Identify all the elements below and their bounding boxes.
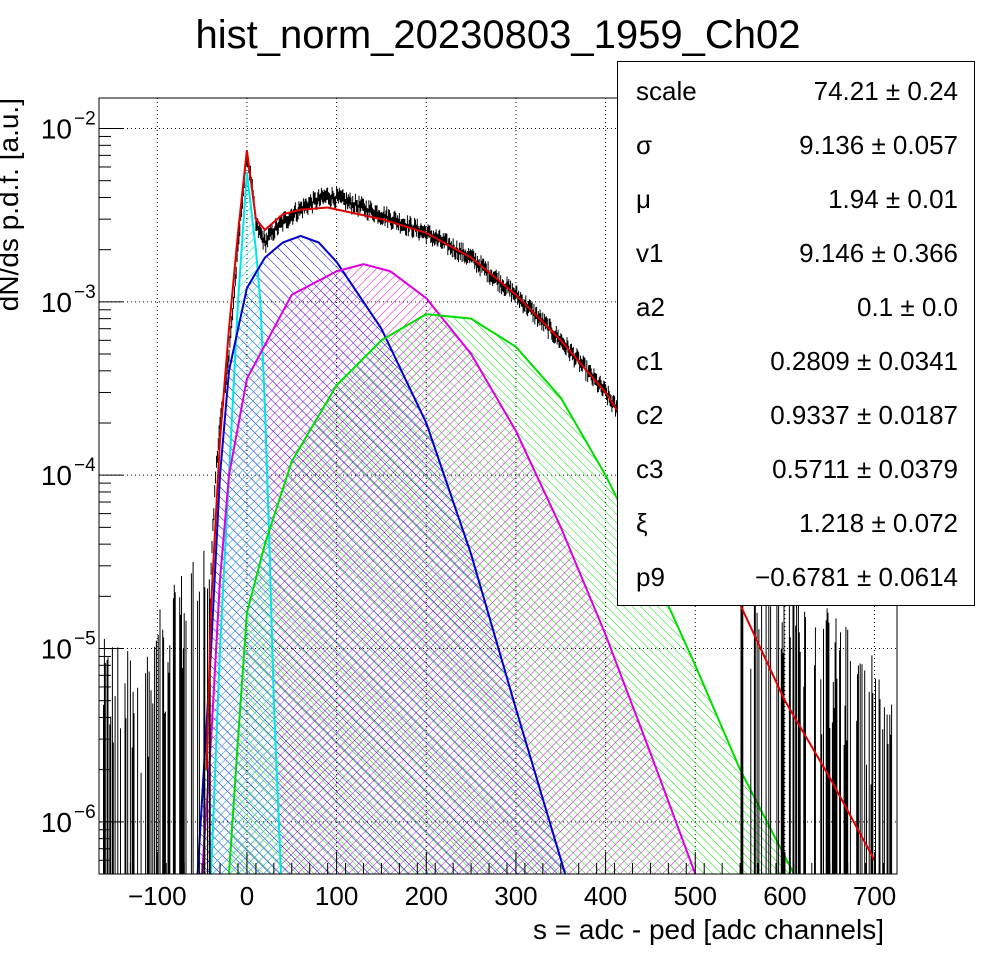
x-tick-label: 0 <box>240 881 254 911</box>
y-tick-exponent: −2 <box>74 109 96 130</box>
fit-parameter-name: μ <box>636 184 651 214</box>
fit-parameter-name: c3 <box>636 454 664 484</box>
fit-parameter-row: c1 0.2809 ± 0.0341 <box>618 332 974 386</box>
y-axis-label: dN/ds p.d.f. [a.u.] <box>0 98 24 311</box>
fit-parameter-row: c3 0.5711 ± 0.0379 <box>618 440 974 494</box>
y-tick-exponent: −3 <box>74 282 96 303</box>
y-tick-exponent: −6 <box>74 802 96 823</box>
fit-parameter-name: c2 <box>636 400 664 430</box>
fit-parameters-box: scale 74.21 ± 0.24 σ 9.136 ± 0.057 μ 1.94 ± 0… <box>617 61 975 606</box>
component-curve <box>201 263 697 874</box>
y-tick-label: 10 <box>41 633 72 664</box>
x-tick-label: 700 <box>853 881 896 911</box>
x-tick-label: 400 <box>584 881 627 911</box>
fit-parameter-name: v1 <box>636 238 664 268</box>
fit-parameter-row: scale 74.21 ± 0.24 <box>618 62 974 116</box>
y-tick-exponent: −5 <box>74 628 96 649</box>
x-tick-label: 300 <box>494 881 537 911</box>
fit-parameter-row: σ 9.136 ± 0.057 <box>618 116 974 170</box>
x-tick-label: 500 <box>674 881 717 911</box>
fit-parameter-name: c1 <box>636 346 664 376</box>
plot-area <box>103 150 893 874</box>
component-curve <box>210 172 282 874</box>
fit-parameter-value: −0.6781 ± 0.0614 <box>755 562 958 592</box>
fit-parameter-value: 1.94 ± 0.01 <box>828 184 958 214</box>
fit-parameter-name: p9 <box>636 562 665 592</box>
y-tick-label: 10 <box>41 460 72 491</box>
x-axis-label: s = adc - ped [adc channels] <box>533 914 884 945</box>
fit-parameter-value: 0.9337 ± 0.0187 <box>770 400 958 430</box>
x-tick-label: 100 <box>315 881 358 911</box>
fit-parameter-value: 1.218 ± 0.072 <box>799 508 958 538</box>
x-tick-label: −100 <box>128 881 187 911</box>
fit-parameter-row: μ 1.94 ± 0.01 <box>618 170 974 224</box>
fit-parameter-value: 9.136 ± 0.057 <box>799 130 958 160</box>
fit-parameter-name: ξ <box>636 508 648 538</box>
fit-parameter-row: c2 0.9337 ± 0.0187 <box>618 386 974 440</box>
component-fill <box>197 235 566 874</box>
chart-title: hist_norm_20230803_1959_Ch02 <box>196 13 801 57</box>
component-curve <box>228 313 795 874</box>
fit-parameter-name: σ <box>636 130 653 160</box>
fit-parameter-value: 74.21 ± 0.24 <box>813 76 958 106</box>
fit-parameter-value: 0.2809 ± 0.0341 <box>770 346 958 376</box>
component-fill <box>211 172 282 874</box>
fit-parameter-value: 9.146 ± 0.366 <box>799 238 958 268</box>
y-tick-label: 10 <box>41 807 72 838</box>
fit-parameter-name: a2 <box>636 292 665 322</box>
fit-parameter-row: ξ 1.218 ± 0.072 <box>618 494 974 548</box>
fit-parameter-value: 0.5711 ± 0.0379 <box>772 454 958 484</box>
fit-parameter-row: v1 9.146 ± 0.366 <box>618 224 974 278</box>
y-tick-label: 10 <box>41 287 72 318</box>
fit-parameter-row: p9 −0.6781 ± 0.0614 <box>618 548 974 602</box>
fit-parameter-value: 0.1 ± 0.0 <box>856 292 958 322</box>
component-curve <box>196 234 567 874</box>
x-tick-label: 600 <box>763 881 806 911</box>
fit-parameter-name: scale <box>636 76 697 106</box>
x-tick-label: 200 <box>405 881 448 911</box>
axes: −100 0 100 200 300 400 500 600 70010−610−510−410… <box>41 109 896 911</box>
y-tick-label: 10 <box>41 114 72 145</box>
y-tick-exponent: −4 <box>74 455 96 476</box>
fit-parameter-row: a2 0.1 ± 0.0 <box>618 278 974 332</box>
